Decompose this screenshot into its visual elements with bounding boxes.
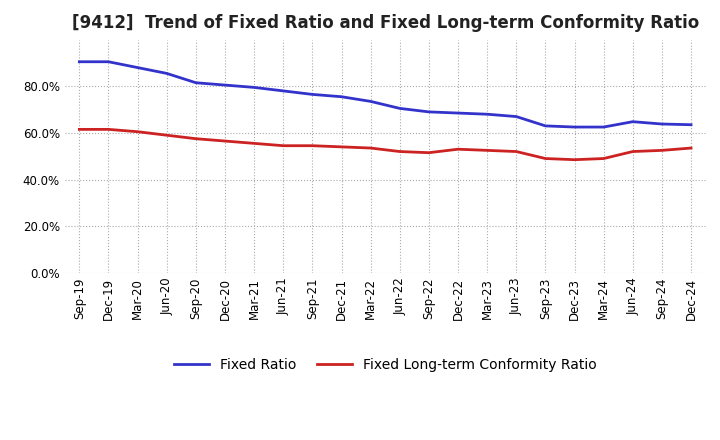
Fixed Long-term Conformity Ratio xyxy=(512,149,521,154)
Fixed Long-term Conformity Ratio xyxy=(366,145,375,150)
Fixed Ratio xyxy=(104,59,113,64)
Fixed Long-term Conformity Ratio xyxy=(104,127,113,132)
Fixed Ratio xyxy=(425,109,433,114)
Fixed Ratio xyxy=(337,94,346,99)
Fixed Ratio xyxy=(483,112,492,117)
Fixed Long-term Conformity Ratio xyxy=(541,156,550,161)
Fixed Ratio xyxy=(366,99,375,104)
Fixed Long-term Conformity Ratio xyxy=(337,144,346,150)
Fixed Long-term Conformity Ratio xyxy=(192,136,200,141)
Fixed Ratio xyxy=(395,106,404,111)
Fixed Long-term Conformity Ratio xyxy=(133,129,142,134)
Fixed Long-term Conformity Ratio xyxy=(163,132,171,138)
Fixed Ratio xyxy=(541,123,550,128)
Line: Fixed Long-term Conformity Ratio: Fixed Long-term Conformity Ratio xyxy=(79,129,691,160)
Fixed Ratio xyxy=(599,125,608,130)
Fixed Long-term Conformity Ratio xyxy=(279,143,287,148)
Fixed Ratio xyxy=(512,114,521,119)
Fixed Long-term Conformity Ratio xyxy=(570,157,579,162)
Fixed Long-term Conformity Ratio xyxy=(425,150,433,155)
Fixed Ratio xyxy=(687,122,696,127)
Fixed Long-term Conformity Ratio xyxy=(250,141,258,146)
Fixed Long-term Conformity Ratio xyxy=(220,139,229,144)
Fixed Long-term Conformity Ratio xyxy=(629,149,637,154)
Fixed Ratio xyxy=(279,88,287,94)
Fixed Long-term Conformity Ratio xyxy=(308,143,317,148)
Fixed Ratio xyxy=(629,119,637,125)
Title: [9412]  Trend of Fixed Ratio and Fixed Long-term Conformity Ratio: [9412] Trend of Fixed Ratio and Fixed Lo… xyxy=(71,15,699,33)
Fixed Long-term Conformity Ratio xyxy=(657,148,666,153)
Fixed Ratio xyxy=(192,80,200,85)
Fixed Long-term Conformity Ratio xyxy=(395,149,404,154)
Line: Fixed Ratio: Fixed Ratio xyxy=(79,62,691,127)
Fixed Ratio xyxy=(133,65,142,70)
Fixed Ratio xyxy=(163,71,171,76)
Legend: Fixed Ratio, Fixed Long-term Conformity Ratio: Fixed Ratio, Fixed Long-term Conformity … xyxy=(168,353,602,378)
Fixed Ratio xyxy=(570,125,579,130)
Fixed Ratio xyxy=(250,85,258,90)
Fixed Ratio xyxy=(75,59,84,64)
Fixed Long-term Conformity Ratio xyxy=(454,147,462,152)
Fixed Long-term Conformity Ratio xyxy=(599,156,608,161)
Fixed Ratio xyxy=(657,121,666,127)
Fixed Ratio xyxy=(454,110,462,116)
Fixed Ratio xyxy=(308,92,317,97)
Fixed Long-term Conformity Ratio xyxy=(687,145,696,150)
Fixed Long-term Conformity Ratio xyxy=(483,148,492,153)
Fixed Long-term Conformity Ratio xyxy=(75,127,84,132)
Fixed Ratio xyxy=(220,82,229,88)
